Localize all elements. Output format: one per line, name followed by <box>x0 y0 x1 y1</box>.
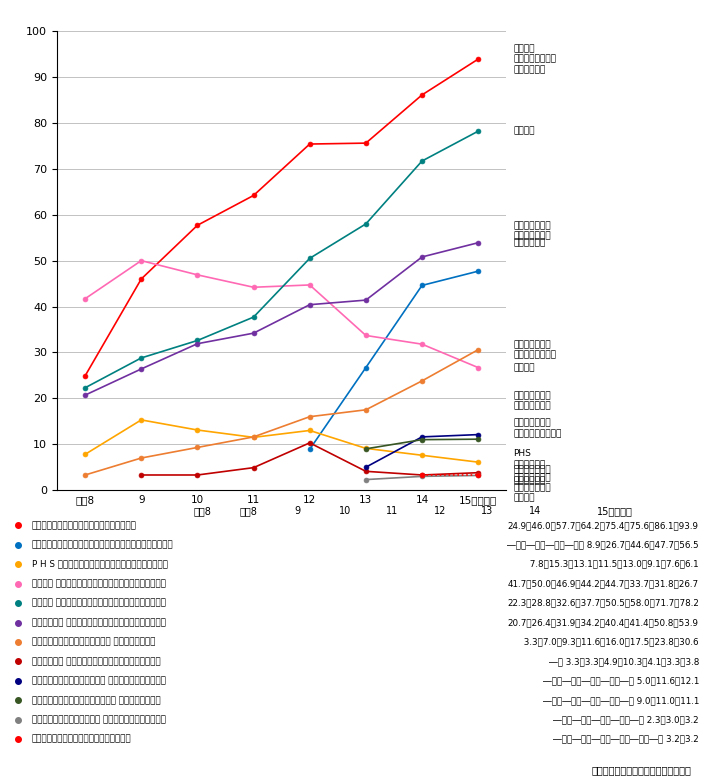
Text: P H S ・・・・・・・・・・・・・・・・・・・・・: P H S ・・・・・・・・・・・・・・・・・・・・・ <box>31 559 168 569</box>
Text: ―・・―・・―・・―・・―・ 5.0〧11.6〧12.1: ―・・―・・―・・―・・―・ 5.0〧11.6〧12.1 <box>543 676 699 685</box>
Text: パソコン ・・・・・・・・・・・・・・・・・・・・・: パソコン ・・・・・・・・・・・・・・・・・・・・・ <box>31 598 165 608</box>
Text: 41.7〧50.0〧46.9〧44.2〧44.7〧33.7〧31.8〧26.7: 41.7〧50.0〧46.9〧44.2〧44.7〧33.7〧31.8〧26.7 <box>508 579 699 588</box>
Text: 12: 12 <box>434 506 446 516</box>
Text: ―・・―・・―・・―・・―・・―・ 3.2〧3.2: ―・・―・・―・・―・・―・・―・ 3.2〧3.2 <box>553 734 699 744</box>
Text: 24.9・46.0・57.7・64.2・75.4・75.6・86.1・93.9: 24.9・46.0・57.7・64.2・75.4・75.6・86.1・93.9 <box>508 520 699 530</box>
Text: 14: 14 <box>528 506 540 516</box>
Text: 9: 9 <box>294 506 300 516</box>
Text: ワープロ ・・・・・・・・・・・・・・・・・・・・・: ワープロ ・・・・・・・・・・・・・・・・・・・・・ <box>31 579 165 588</box>
Text: PHS: PHS <box>513 449 531 458</box>
Text: その他インターネットに接続できる家電・: その他インターネットに接続できる家電・ <box>31 734 131 744</box>
Text: インターネット
対応型テレビ: インターネット 対応型テレビ <box>513 466 551 485</box>
Text: ワープロ: ワープロ <box>513 363 535 372</box>
Text: 平戈8: 平戈8 <box>194 506 212 516</box>
Text: ―・・―・・―・・―・・―・ 2.3〧3.0〧3.2: ―・・―・・―・・―・・―・ 2.3〧3.0〧3.2 <box>553 715 699 724</box>
Text: パソコン: パソコン <box>513 127 535 135</box>
Text: 携帯情報端末 ・・・・・・・・・・・・・・・・・・: 携帯情報端末 ・・・・・・・・・・・・・・・・・・ <box>31 657 160 666</box>
Text: 20.7〧26.4〧31.9〧34.2〧40.4〧41.4〧50.8〧53.9: 20.7〧26.4〧31.9〧34.2〧40.4〧41.4〧50.8〧53.9 <box>508 618 699 627</box>
Text: インターネット対応型固定電話 ・・・・・・・・・・・: インターネット対応型固定電話 ・・・・・・・・・・・ <box>31 676 165 685</box>
Text: インターネット対応型テレビ ・・・・・・・・・・・・: インターネット対応型テレビ ・・・・・・・・・・・・ <box>31 715 165 724</box>
Text: 10: 10 <box>339 506 351 516</box>
Text: 携帯電話（インターネット対応型含む）・・: 携帯電話（インターネット対応型含む）・・ <box>31 520 137 530</box>
Text: 11: 11 <box>386 506 399 516</box>
Text: ファクシミリ ・・・・・・・・・・・・・・・・・・・: ファクシミリ ・・・・・・・・・・・・・・・・・・・ <box>31 618 165 627</box>
Text: ファクシミリ: ファクシミリ <box>513 238 545 247</box>
Text: 携帯電話
（インターネット
対応型含む）: 携帯電話 （インターネット 対応型含む） <box>513 44 556 74</box>
Text: ―・・―・・―・・―・・―・ 9.0〧11.0〧11.1: ―・・―・・―・・―・・―・ 9.0〧11.0〧11.1 <box>543 696 699 705</box>
Text: インターネット
対応型携帯電話: インターネット 対応型携帯電話 <box>513 221 551 240</box>
Text: カー・ナビゲーション・システム ・・・・・・・・: カー・ナビゲーション・システム ・・・・・・・・ <box>31 637 155 647</box>
Text: インターネット対応型携帯電話　・・・・・・・・・・・・: インターネット対応型携帯電話 ・・・・・・・・・・・・ <box>31 540 173 549</box>
Text: 15（年末）: 15（年末） <box>597 506 633 516</box>
Text: （出典）総務省「通信利用動向調査」: （出典）総務省「通信利用動向調査」 <box>592 765 692 775</box>
Text: カー・ナビゲー
ション・システム: カー・ナビゲー ション・システム <box>513 340 556 359</box>
Text: ―・ 3.3〧3.3〧4.9〧10.3〧4.1〧3.3〧3.8: ―・ 3.3〧3.3〧4.9〧10.3〧4.1〧3.3〧3.8 <box>548 657 699 666</box>
Text: 携帯情報端末: 携帯情報端末 <box>513 461 545 469</box>
Text: 3.3〧7.0〧9.3〧11.6〧16.0〧17.5〧23.8〧30.6: 3.3〧7.0〧9.3〧11.6〧16.0〧17.5〧23.8〧30.6 <box>521 637 699 647</box>
Text: その他インター
ネットに接続で
きる家電: その他インター ネットに接続で きる家電 <box>513 473 551 503</box>
Text: 22.3〧28.8〧32.6〧37.7〧50.5〧58.0〧71.7〧78.2: 22.3〧28.8〧32.6〧37.7〧50.5〧58.0〧71.7〧78.2 <box>507 598 699 608</box>
Text: ―・・―・・―・・―・・ 8.9〧26.7〧44.6〧47.7〧56.5: ―・・―・・―・・―・・ 8.9〧26.7〧44.6〧47.7〧56.5 <box>507 540 699 549</box>
Text: 7.8〧15.3〧13.1〧11.5〧13.0〧9.1〧7.6〧6.1: 7.8〧15.3〧13.1〧11.5〧13.0〧9.1〧7.6〧6.1 <box>527 559 699 569</box>
Text: インターネット
対応型テレビゲーム: インターネット 対応型テレビゲーム <box>513 419 562 438</box>
Text: 平戈8: 平戈8 <box>240 506 257 516</box>
Text: 13: 13 <box>481 506 493 516</box>
Text: インターネット
対応型固定電話: インターネット 対応型固定電話 <box>513 391 551 410</box>
Text: インターネット対応型テレビゲーム ・・・・・・・・: インターネット対応型テレビゲーム ・・・・・・・・ <box>31 696 160 705</box>
